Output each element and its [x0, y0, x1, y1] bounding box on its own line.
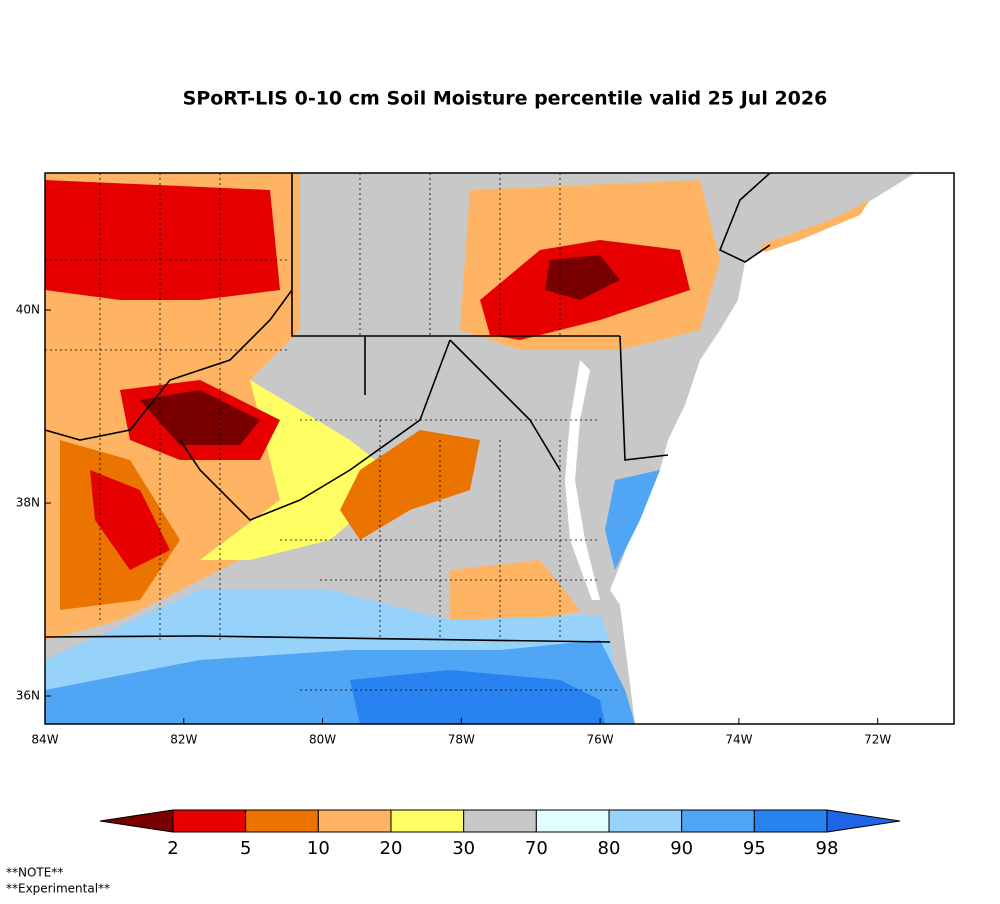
colorbar-arrow	[826, 809, 901, 833]
colorbar-box	[753, 809, 828, 833]
colorbar-box	[463, 809, 537, 833]
colorbar-box	[535, 809, 610, 833]
colorbar-label: 10	[307, 838, 330, 859]
long-island	[760, 200, 870, 252]
colorbar-label: 30	[452, 838, 475, 859]
colorbar-label: 98	[816, 838, 839, 859]
colorbar-box	[172, 809, 247, 833]
dry-region	[140, 390, 260, 445]
x-tick-label: 80W	[309, 733, 336, 747]
colorbar-label: 5	[240, 838, 251, 859]
map-area	[44, 172, 955, 725]
colorbar-box	[608, 809, 683, 833]
colorbar-label: 95	[743, 838, 766, 859]
colorbar-arrow	[99, 809, 174, 833]
y-tick-label: 38N	[16, 496, 40, 510]
colorbar-box	[317, 809, 392, 833]
wet-region	[605, 470, 660, 570]
x-tick-label: 82W	[170, 733, 197, 747]
x-tick-label: 72W	[864, 733, 891, 747]
map-title: SPoRT-LIS 0-10 cm Soil Moisture percenti…	[183, 88, 828, 110]
colorbar-label: 2	[167, 838, 178, 859]
map-frame	[44, 172, 955, 725]
y-tick-label: 36N	[16, 689, 40, 703]
colorbar-label: 80	[598, 838, 621, 859]
x-tick-label: 84W	[31, 733, 58, 747]
bay	[565, 360, 600, 600]
colorbar-box	[681, 809, 755, 833]
x-tick-label: 76W	[587, 733, 614, 747]
x-tick-label: 78W	[448, 733, 475, 747]
dry-region	[45, 180, 280, 300]
dry-region	[90, 470, 170, 570]
dry-region	[340, 430, 480, 540]
note: **NOTE**	[6, 866, 63, 880]
wet-region	[350, 670, 605, 724]
colorbar-label: 20	[380, 838, 403, 859]
note: **Experimental**	[6, 882, 110, 896]
colorbar-box	[390, 809, 465, 833]
state-border	[45, 173, 771, 643]
y-tick-label: 40N	[16, 303, 40, 317]
x-tick-label: 74W	[725, 733, 752, 747]
colorbar-label: 70	[525, 838, 548, 859]
colorbar-box	[245, 809, 319, 833]
county-border	[45, 173, 620, 691]
dry-region	[545, 255, 620, 300]
dry-region	[450, 560, 580, 630]
colorbar-label: 90	[670, 838, 693, 859]
